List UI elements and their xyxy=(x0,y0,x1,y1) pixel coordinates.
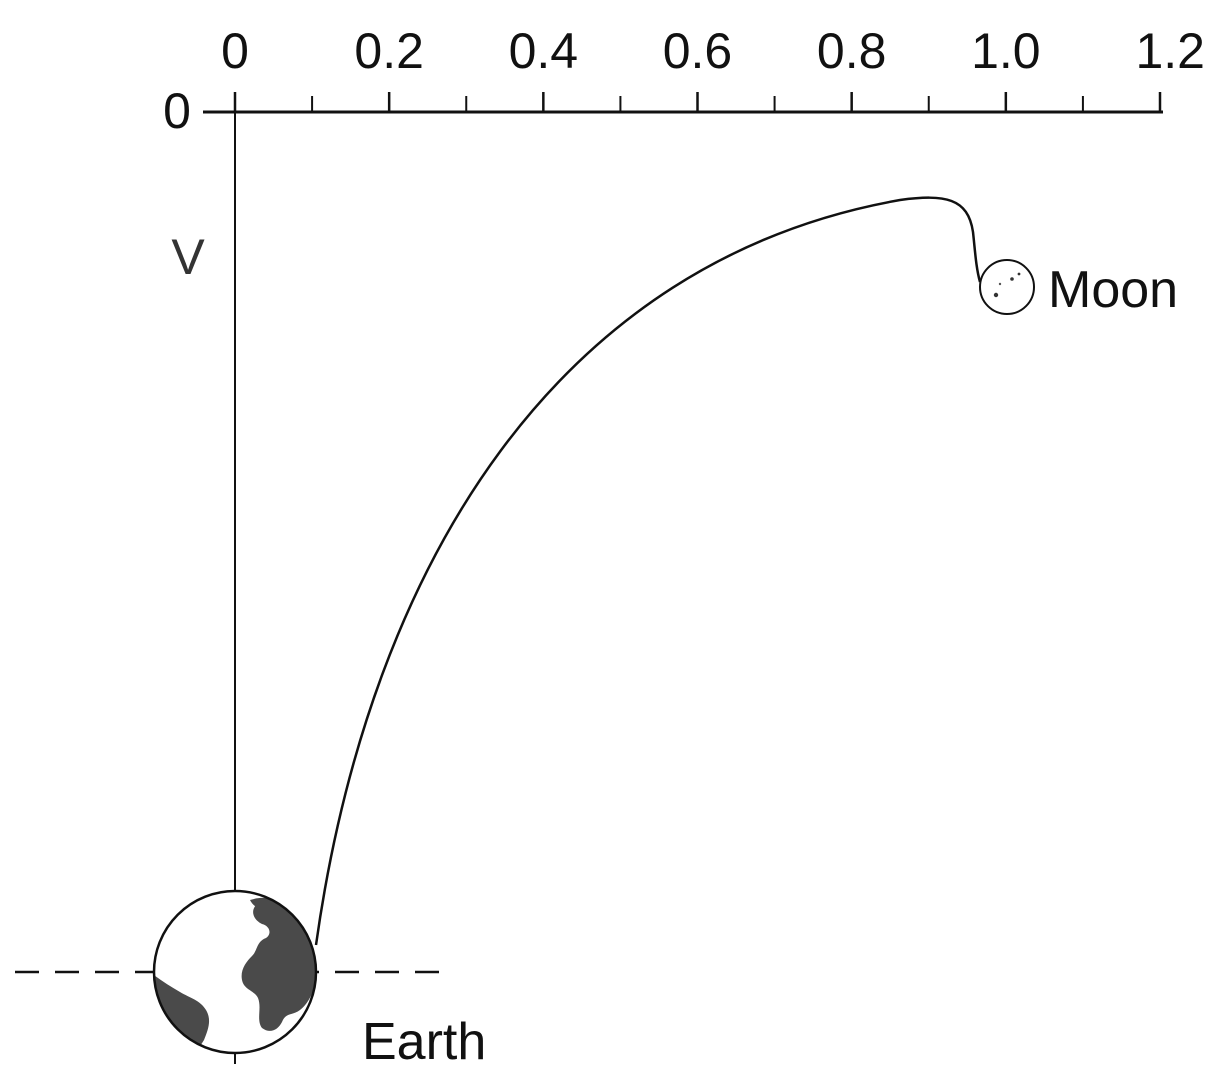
x-axis-tick-labels: 0 0.2 0.4 0.6 0.8 1.0 1.2 xyxy=(221,23,1205,79)
moon-label: Moon xyxy=(1048,261,1178,319)
x-tick-label: 0.8 xyxy=(817,23,887,79)
x-tick-label: 0.4 xyxy=(509,23,579,79)
moon-crater xyxy=(998,282,1002,286)
y-axis-zero-label: 0 xyxy=(163,83,191,139)
x-tick-label: 0.2 xyxy=(354,23,424,79)
x-axis-minor-ticks xyxy=(311,96,1084,112)
y-axis-label: V xyxy=(171,229,205,285)
x-tick-label: 0 xyxy=(221,23,249,79)
moon-crater xyxy=(993,292,999,298)
x-tick-label: 1.2 xyxy=(1135,23,1205,79)
earth-continent-africa xyxy=(241,901,316,1031)
x-axis: 0 0.2 0.4 0.6 0.8 1.0 1.2 xyxy=(203,23,1205,114)
x-tick-label: 1.0 xyxy=(971,23,1041,79)
x-tick-label: 0.6 xyxy=(663,23,733,79)
y-axis: 0 V xyxy=(163,83,236,892)
earth-label: Earth xyxy=(362,1013,486,1071)
earth-outline xyxy=(152,889,318,1055)
x-axis-major-ticks xyxy=(233,92,1162,112)
moon-disc xyxy=(979,259,1035,315)
trajectory-curve xyxy=(314,196,982,946)
moon-crater xyxy=(1017,272,1021,276)
moon-crater xyxy=(1010,277,1014,281)
moon-icon xyxy=(979,259,1035,315)
earth-globe-icon xyxy=(152,889,318,1055)
